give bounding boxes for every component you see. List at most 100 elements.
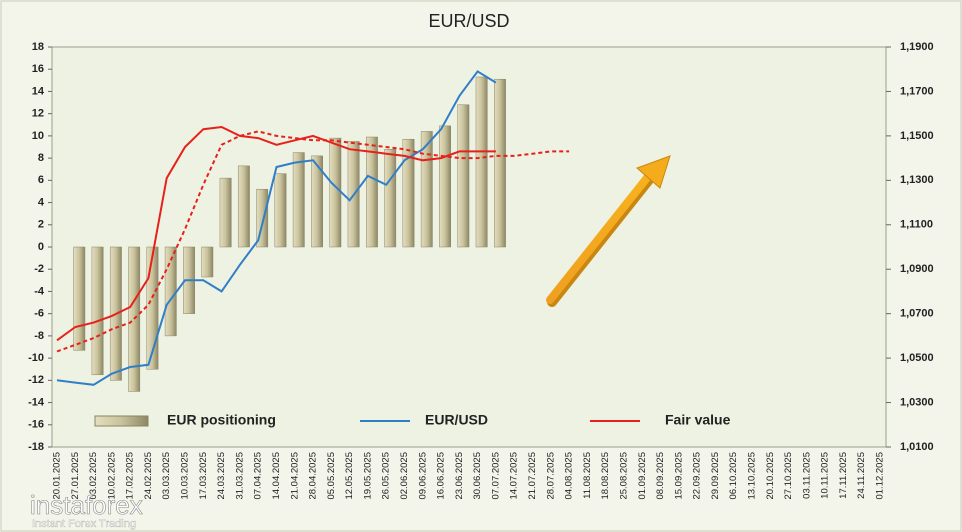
x-tick-label: 20.01.2025 (52, 452, 63, 500)
x-tick-label: 31.03.2025 (234, 452, 245, 500)
bar (146, 246, 159, 370)
y2-tick-label: 1,0100 (900, 441, 934, 453)
y2-tick-label: 1,1700 (900, 85, 934, 97)
y2-tick-label: 1,0300 (900, 396, 934, 408)
y-tick-label: -2 (34, 263, 44, 275)
y-tick-label: 16 (32, 63, 44, 75)
logo-tagline: Instant Forex Trading (32, 518, 136, 530)
x-tick-label: 14.04.2025 (271, 452, 282, 500)
x-tick-label: 18.08.2025 (600, 452, 611, 500)
x-tick-label: 10.11.2025 (820, 452, 831, 499)
legend-label: Fair value (665, 412, 731, 428)
bar (292, 152, 305, 248)
bar (164, 246, 177, 337)
x-tick-label: 29.09.2025 (710, 452, 721, 500)
x-tick-label: 10.02.2025 (106, 452, 117, 500)
y-tick-label: 8 (38, 152, 44, 164)
y-tick-label: 4 (38, 196, 45, 208)
y-tick-label: 12 (32, 108, 44, 120)
x-tick-label: 14.07.2025 (509, 452, 520, 500)
x-tick-label: 26.05.2025 (381, 452, 392, 500)
bar (237, 165, 250, 248)
x-tick-label: 17.03.2025 (198, 452, 209, 500)
x-tick-label: 12.05.2025 (344, 452, 355, 500)
x-tick-label: 21.07.2025 (527, 452, 538, 500)
line (56, 125, 496, 342)
bar (201, 246, 214, 278)
x-tick-label: 06.10.2025 (728, 452, 739, 500)
bar (420, 131, 433, 248)
y-tick-label: 2 (38, 219, 44, 231)
bar (91, 246, 104, 376)
x-tick-label: 03.03.2025 (161, 452, 172, 500)
x-tick-label: 17.02.2025 (125, 452, 136, 500)
x-tick-label: 21.04.2025 (289, 452, 300, 500)
bar (73, 246, 86, 351)
x-tick-label: 17.11.2025 (838, 452, 849, 499)
bar (384, 148, 397, 248)
y2-tick-label: 1,1900 (900, 41, 934, 53)
x-tick-label: 07.07.2025 (490, 452, 501, 500)
y-tick-label: -16 (28, 419, 44, 431)
x-tick-label: 11.08.2025 (582, 452, 593, 499)
bar (274, 173, 287, 248)
y-tick-label: -6 (34, 308, 44, 320)
x-tick-label: 20.10.2025 (765, 452, 776, 500)
x-tick-label: 27.01.2025 (70, 452, 81, 500)
x-tick-label: 03.11.2025 (801, 452, 812, 499)
y-tick-label: 0 (38, 241, 44, 253)
y2-tick-label: 1,1500 (900, 130, 934, 142)
y-tick-label: -12 (28, 374, 44, 386)
x-tick-label: 30.06.2025 (472, 452, 483, 500)
y2-tick-label: 1,0900 (900, 263, 934, 275)
bar (439, 125, 451, 248)
x-tick-label: 28.04.2025 (308, 452, 319, 500)
x-tick-label: 02.06.2025 (399, 452, 410, 500)
x-tick-label: 24.03.2025 (216, 452, 227, 500)
x-tick-label: 13.10.2025 (746, 452, 757, 500)
x-tick-label: 09.06.2025 (417, 452, 428, 500)
bar (329, 137, 342, 248)
x-tick-label: 24.02.2025 (143, 452, 154, 500)
bar (402, 138, 415, 248)
y2-tick-label: 1,0500 (900, 352, 934, 364)
x-tick-label: 23.06.2025 (454, 452, 465, 500)
bar (256, 188, 269, 248)
x-tick-label: 22.09.2025 (692, 452, 703, 500)
x-tick-label: 03.02.2025 (88, 452, 99, 500)
y-tick-label: 6 (38, 174, 44, 186)
bar (494, 78, 506, 248)
x-tick-label: 28.07.2025 (545, 452, 556, 500)
chart-title: EUR/USD (428, 11, 509, 31)
x-tick-label: 19.05.2025 (362, 452, 373, 500)
y-tick-label: -8 (34, 330, 44, 342)
x-tick-label: 24.11.2025 (856, 452, 867, 499)
bar (128, 246, 141, 392)
x-tick-label: 25.08.2025 (618, 452, 629, 500)
x-tick-label: 15.09.2025 (673, 452, 684, 500)
x-tick-label: 08.09.2025 (655, 452, 666, 500)
x-tick-label: 16.06.2025 (436, 452, 447, 500)
bar (311, 155, 323, 248)
y2-tick-label: 1,1100 (900, 219, 933, 231)
x-tick-label: 05.05.2025 (326, 452, 337, 500)
y2-tick-label: 1,0700 (900, 308, 934, 320)
fair-value-trend (56, 130, 570, 353)
line (56, 70, 497, 386)
bar (365, 136, 378, 248)
legend-swatch (94, 415, 149, 427)
y2-tick-label: 1,1300 (900, 174, 934, 186)
x-tick-label: 04.08.2025 (564, 452, 575, 500)
y-tick-label: -4 (34, 285, 45, 297)
y-tick-label: -10 (28, 352, 44, 364)
x-tick-label: 01.09.2025 (637, 452, 648, 500)
legend-label: EUR/USD (425, 412, 488, 428)
logo-brand: instaforex (30, 490, 143, 520)
y-tick-label: 10 (32, 130, 44, 142)
y-tick-label: -14 (28, 396, 45, 408)
y-tick-label: 14 (32, 85, 45, 97)
legend-label: EUR positioning (167, 412, 276, 428)
trend-arrow (546, 155, 671, 307)
y-tick-label: 18 (32, 41, 44, 53)
